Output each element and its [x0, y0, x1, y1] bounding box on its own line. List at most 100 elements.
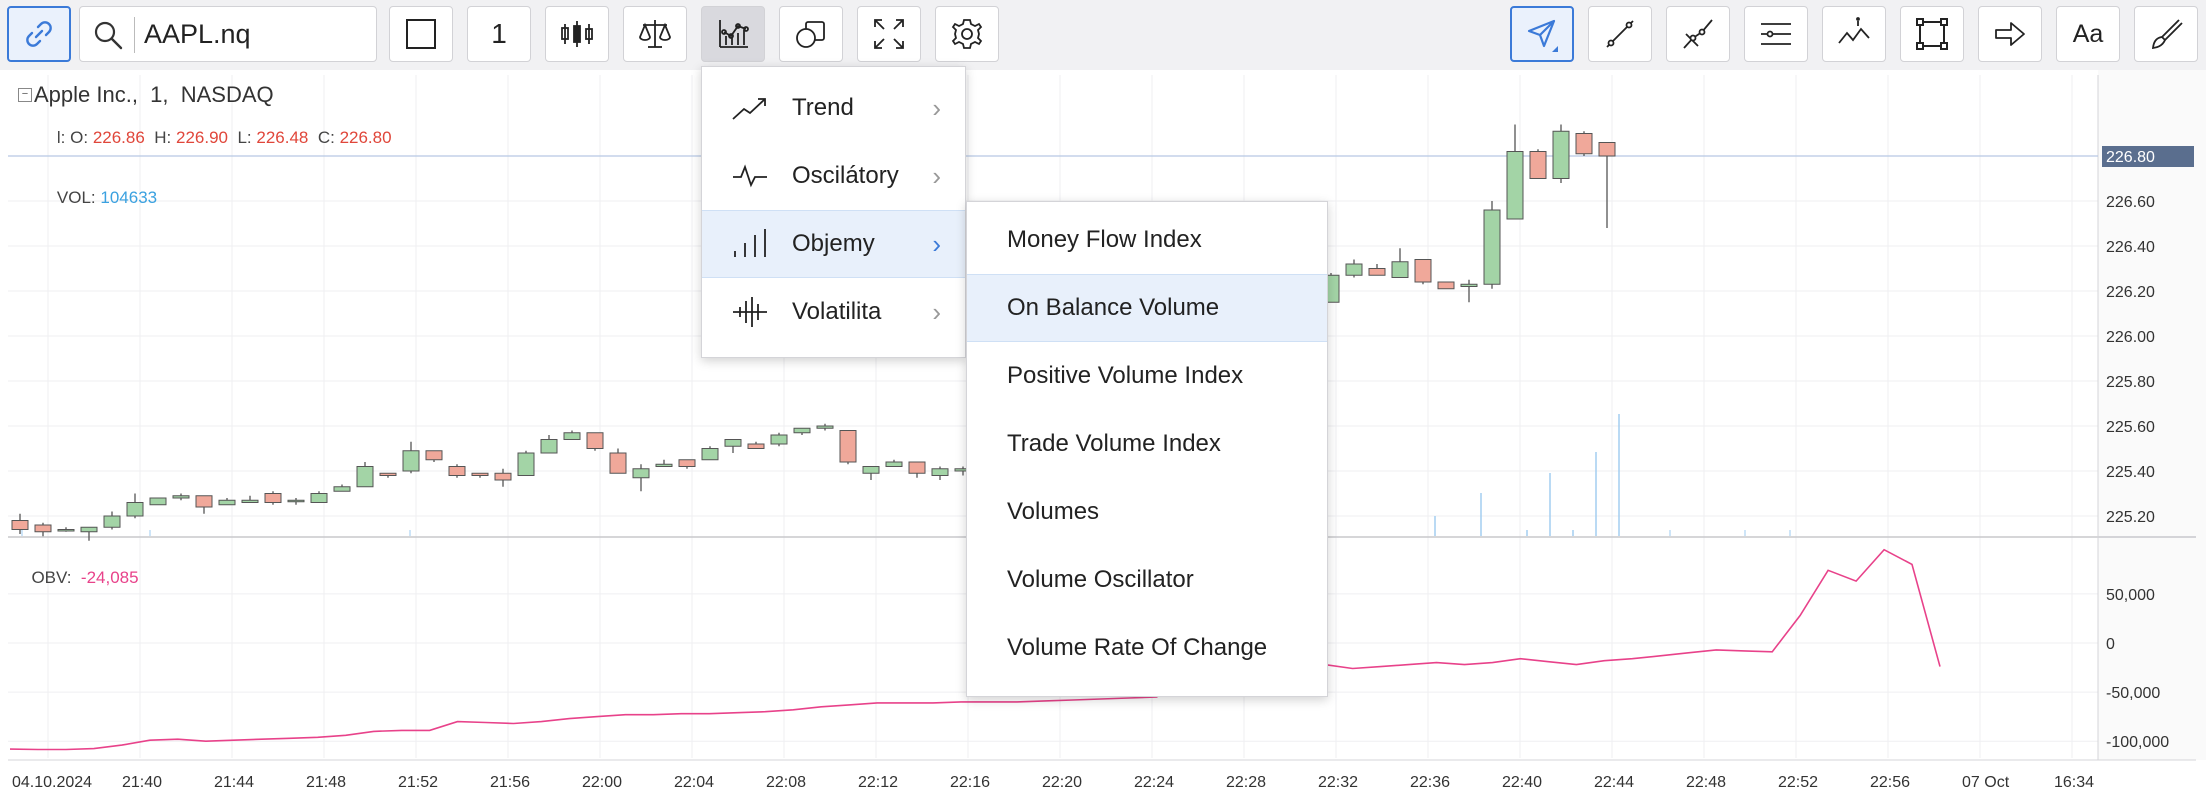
- price-tick-label: 226.40: [2106, 239, 2155, 256]
- cursor-tool-button[interactable]: [1510, 6, 1574, 62]
- price-tick-label: 225.80: [2106, 374, 2155, 391]
- price-tick-label: 225.20: [2106, 509, 2155, 526]
- candle-up: [816, 425, 834, 429]
- candle-up: [770, 434, 788, 445]
- candle-up: [1391, 261, 1409, 278]
- candle-down: [494, 472, 512, 481]
- menu-item-volumes[interactable]: Objemy ›: [702, 210, 965, 278]
- candle-down: [448, 466, 466, 476]
- candle-down: [34, 524, 52, 533]
- arrow-tool-button[interactable]: [1978, 6, 2042, 62]
- chart-type-button[interactable]: [389, 6, 453, 62]
- price-tick-label: 226.00: [2106, 329, 2155, 346]
- candle-up: [1345, 263, 1363, 276]
- time-tick-label: 22:04: [674, 774, 714, 791]
- candle-down: [1368, 268, 1386, 276]
- time-tick-label: 16:34: [2054, 774, 2094, 791]
- time-tick-label: 21:40: [122, 774, 162, 791]
- price-legend: − Apple Inc., 1, NASDAQ l: O: 226.86 H: …: [18, 82, 392, 228]
- brush-tool-button[interactable]: [2134, 6, 2198, 62]
- horizontal-lines-icon: [1761, 23, 1791, 45]
- menu-item-volatility[interactable]: Volatilita ›: [702, 278, 965, 346]
- menu-item-oscillators[interactable]: Oscilátory ›: [702, 142, 965, 210]
- price-tick-label: 225.60: [2106, 419, 2155, 436]
- oscillator-icon: [733, 164, 767, 188]
- candle-down: [1575, 133, 1593, 155]
- candle-down: [609, 452, 627, 474]
- candle-up: [149, 497, 167, 506]
- obv-tick-label: -50,000: [2106, 685, 2160, 702]
- submenu-item-volumes[interactable]: Volumes: [1007, 498, 1100, 525]
- submenu-item-positive-volume-index[interactable]: Positive Volume Index: [1007, 362, 1244, 389]
- arrow-right-icon: [1995, 22, 2025, 46]
- submenu-item-trade-volume-index[interactable]: Trade Volume Index: [1007, 430, 1221, 457]
- last-price-label: 226.80: [2106, 149, 2155, 166]
- candle-up: [540, 439, 558, 454]
- price-tick-label: 225.40: [2106, 464, 2155, 481]
- volume-bars-icon: [734, 229, 766, 257]
- candlestick-style-button[interactable]: [545, 6, 609, 62]
- text-tool-button[interactable]: Aa: [2056, 6, 2120, 62]
- interval-label: 1: [491, 18, 507, 49]
- rectangle-tool-button[interactable]: [1900, 6, 1964, 62]
- chevron-right-icon: ›: [932, 228, 941, 259]
- collapse-icon[interactable]: −: [18, 88, 32, 102]
- trend-icon: [732, 98, 766, 120]
- candle-up: [172, 495, 190, 499]
- link-icon: [26, 21, 52, 47]
- square-icon: [406, 19, 436, 49]
- candle-up: [655, 463, 673, 467]
- submenu-item-on-balance-volume[interactable]: On Balance Volume: [967, 274, 1327, 342]
- pattern-tool-button[interactable]: [1822, 6, 1886, 62]
- indicators-button[interactable]: [701, 6, 765, 62]
- link-button[interactable]: [7, 6, 71, 62]
- time-tick-label: 07 Oct: [1962, 774, 2010, 791]
- submenu-item-volume-rate-of-change[interactable]: Volume Rate Of Change: [1007, 634, 1268, 661]
- candle-up: [310, 493, 328, 503]
- interval-button[interactable]: 1: [467, 6, 531, 62]
- indicators-icon: [719, 20, 749, 48]
- scales-icon: [639, 20, 671, 48]
- shapes-icon: [796, 21, 825, 48]
- candle-up: [1506, 151, 1524, 220]
- time-tick-label: 22:00: [582, 774, 622, 791]
- time-tick-label: 21:56: [490, 774, 530, 791]
- obv-tick-label: 0: [2106, 636, 2115, 653]
- candle-down: [747, 443, 765, 449]
- path-tool-button[interactable]: [1666, 6, 1730, 62]
- submenu-item-volume-oscillator[interactable]: Volume Oscillator: [1007, 566, 1194, 593]
- candle-up: [931, 468, 949, 476]
- time-tick-label: 21:52: [398, 774, 438, 791]
- gear-icon: [951, 19, 983, 49]
- lines-tool-button[interactable]: [1744, 6, 1808, 62]
- candle-up: [241, 499, 259, 503]
- axes: 226.60 226.40 226.20 226.00 225.80 225.60 225.…: [12, 146, 2194, 791]
- submenu-item-money-flow-index[interactable]: Money Flow Index: [1007, 226, 1202, 253]
- volume-indicators-submenu: Money Flow Index On Balance Volume Posit…: [966, 201, 1328, 697]
- candle-up: [563, 432, 581, 440]
- rectangle-icon: [1916, 18, 1948, 50]
- candle-down: [471, 472, 489, 476]
- symbol-input[interactable]: [140, 15, 364, 53]
- shapes-button[interactable]: [779, 6, 843, 62]
- fullscreen-button[interactable]: [857, 6, 921, 62]
- candle-up: [1483, 209, 1501, 285]
- path-icon: [1683, 19, 1713, 49]
- compare-button[interactable]: [623, 6, 687, 62]
- candle-up: [126, 502, 144, 517]
- price-tick-label: 226.20: [2106, 284, 2155, 301]
- candle-up: [333, 486, 351, 492]
- settings-button[interactable]: [935, 6, 999, 62]
- candle-down: [425, 450, 443, 461]
- time-tick-label: 22:44: [1594, 774, 1634, 791]
- symbol-search[interactable]: [79, 6, 377, 62]
- candle-up: [287, 499, 305, 503]
- trendline-icon: [1606, 20, 1634, 48]
- candle-up: [724, 439, 742, 447]
- legend-title: Apple Inc., 1, NASDAQ: [34, 82, 274, 107]
- time-tick-label: 22:08: [766, 774, 806, 791]
- trendline-tool-button[interactable]: [1588, 6, 1652, 62]
- time-tick-label: 22:28: [1226, 774, 1266, 791]
- last-price-tag: [2102, 146, 2194, 167]
- menu-item-trend[interactable]: Trend ›: [702, 74, 965, 142]
